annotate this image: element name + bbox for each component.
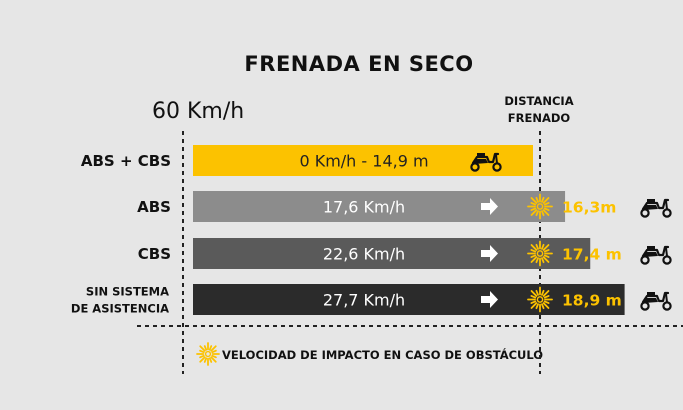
arrow-right-icon [481, 198, 498, 215]
bar-label: 17,6 Km/h [323, 198, 405, 217]
distance-column-header-line-2: FRENADO [508, 111, 571, 125]
category-label: CBS [138, 245, 171, 263]
category-label: ABS + CBS [81, 152, 171, 170]
bar [193, 238, 591, 269]
arrow-right-icon [481, 245, 498, 262]
distance-column-header-line-1: DISTANCIA [504, 94, 573, 108]
arrow-right-icon [481, 291, 498, 308]
bar-label: 27,7 Km/h [323, 291, 405, 310]
distance-label: 16,3m [562, 199, 616, 217]
scooter-icon [640, 198, 672, 218]
impact-burst-icon [527, 286, 553, 313]
scooter-icon [470, 152, 502, 172]
chart-title: FRENADA EN SECO [244, 52, 473, 76]
impact-burst-icon [527, 240, 553, 267]
category-label: SIN SISTEMA [86, 285, 169, 299]
distance-label: 18,9 m [562, 292, 622, 310]
initial-speed-label: 60 Km/h [152, 99, 244, 124]
scooter-icon [640, 245, 672, 265]
impact-burst-icon [196, 342, 220, 366]
scooter-icon [640, 291, 672, 311]
bar [193, 284, 625, 315]
bar-label: 22,6 Km/h [323, 245, 405, 264]
category-label: ABS [137, 198, 171, 216]
legend-text: VELOCIDAD DE IMPACTO EN CASO DE OBSTÁCUL… [222, 347, 543, 362]
impact-burst-icon [527, 193, 553, 220]
distance-label: 17,4 m [562, 246, 622, 264]
bar [193, 191, 566, 222]
category-label: DE ASISTENCIA [71, 302, 169, 316]
bar-label: 0 Km/h - 14,9 m [299, 152, 428, 171]
chart-marks: ABS + CBS 0 Km/h - 14,9 m ABS 17,6 Km/h 16,3… [71, 131, 683, 374]
